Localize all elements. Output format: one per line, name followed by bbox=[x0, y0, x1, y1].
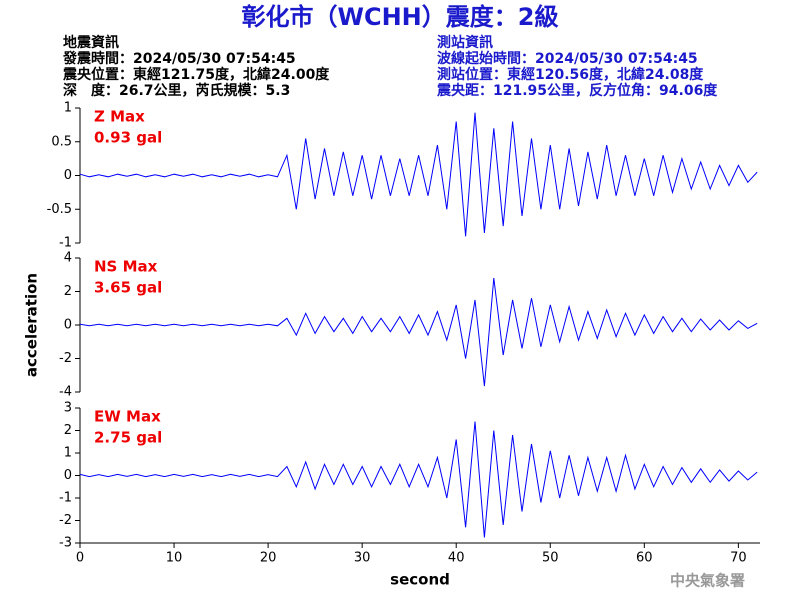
info-line: 震央位置：東經121.75度，北緯24.00度 bbox=[62, 66, 330, 83]
y-tick-label: -4 bbox=[59, 385, 72, 400]
info-line: 地震資訊 bbox=[63, 34, 119, 51]
info-line: 發震時間：2024/05/30 07:54:45 bbox=[62, 50, 296, 67]
y-tick-label: -1 bbox=[59, 491, 72, 506]
y-tick-label: 0.5 bbox=[51, 134, 72, 149]
info-line: 深 度：26.7公里，芮氏規模：5.3 bbox=[63, 82, 290, 99]
x-tick-label: 70 bbox=[730, 551, 747, 566]
max-annotation: NS Max bbox=[94, 258, 158, 276]
info-line: 測站資訊 bbox=[437, 34, 493, 51]
max-annotation: 2.75 gal bbox=[94, 429, 162, 447]
x-tick-label: 40 bbox=[448, 551, 465, 566]
x-tick-label: 10 bbox=[166, 551, 183, 566]
footer: 中央氣象署 bbox=[670, 572, 745, 590]
y-tick-label: 0 bbox=[64, 318, 72, 333]
info-line: 波線起始時間：2024/05/30 07:54:45 bbox=[437, 50, 698, 67]
x-axis-label: second bbox=[390, 571, 450, 589]
y-tick-label: -2 bbox=[59, 513, 72, 528]
x-tick-label: 30 bbox=[354, 551, 371, 566]
y-tick-label: -1 bbox=[59, 236, 72, 251]
y-tick-label: 0 bbox=[64, 168, 72, 183]
y-tick-label: 1 bbox=[64, 446, 72, 461]
waveform bbox=[79, 421, 758, 538]
x-tick-label: 50 bbox=[542, 551, 559, 566]
info-left: 地震資訊 發震時間：2024/05/30 07:54:45 震央位置：東經121… bbox=[62, 34, 330, 99]
info-right: 測站資訊 波線起始時間：2024/05/30 07:54:45 測站位置：東經1… bbox=[436, 34, 718, 99]
y-tick-label: 1 bbox=[64, 101, 72, 116]
x-tick-label: 60 bbox=[636, 551, 653, 566]
y-tick-label: 2 bbox=[64, 423, 72, 438]
y-tick-label: -0.5 bbox=[47, 202, 72, 217]
y-tick-label: 0 bbox=[64, 468, 72, 483]
y-tick-label: 3 bbox=[64, 401, 72, 416]
y-axis-label: acceleration bbox=[23, 273, 41, 377]
waveform bbox=[79, 112, 758, 237]
max-annotation: 0.93 gal bbox=[94, 129, 162, 147]
max-annotation: 3.65 gal bbox=[94, 279, 162, 297]
chart-title: 彰化市（WCHH）震度：2級 bbox=[242, 3, 559, 31]
y-tick-label: 4 bbox=[64, 251, 72, 266]
x-tick-label: 0 bbox=[76, 551, 84, 566]
info-line: 震央距：121.95公里，反方位角：94.06度 bbox=[436, 82, 718, 99]
max-annotation: EW Max bbox=[94, 408, 161, 426]
y-tick-label: 2 bbox=[64, 284, 72, 299]
y-tick-label: -2 bbox=[59, 351, 72, 366]
info-line: 測站位置：東經120.56度，北緯24.08度 bbox=[437, 66, 704, 83]
waveform bbox=[79, 278, 758, 387]
x-tick-label: 20 bbox=[260, 551, 277, 566]
y-tick-label: -3 bbox=[59, 536, 72, 551]
max-annotation: Z Max bbox=[94, 108, 145, 126]
